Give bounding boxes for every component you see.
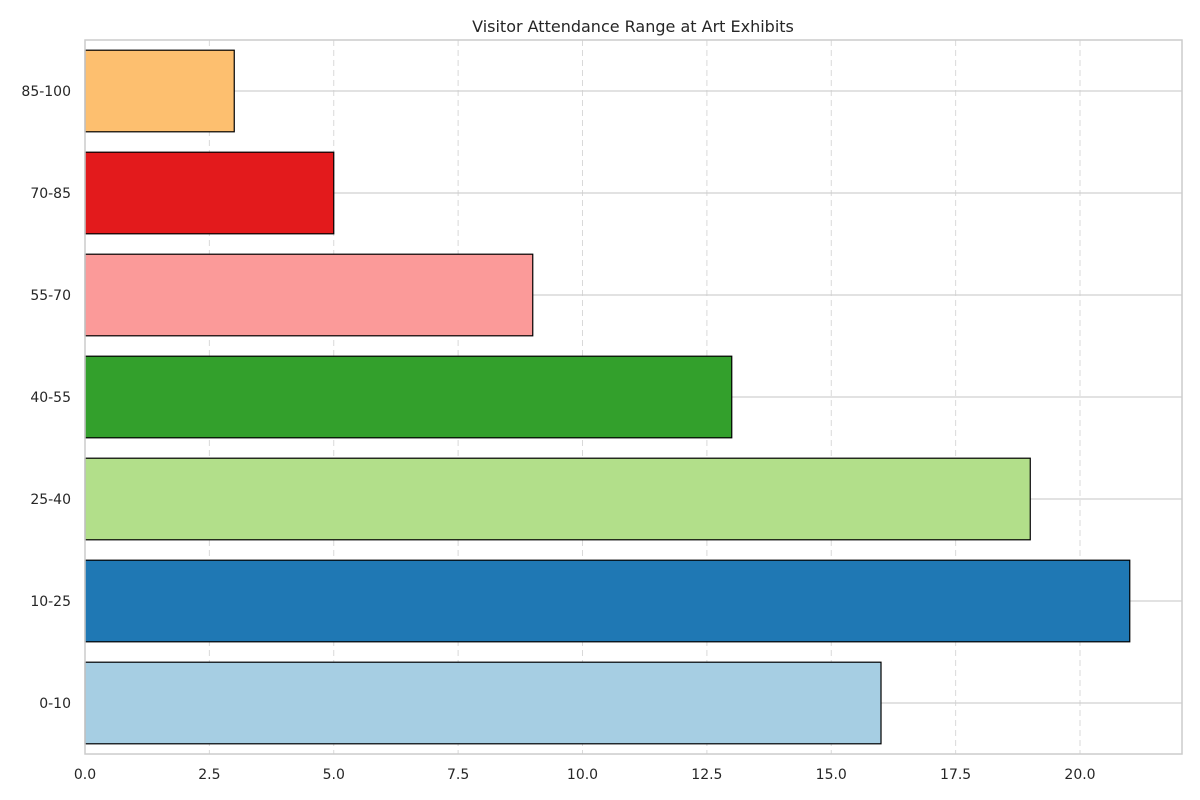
tick-labels: 0.0 2.5 5.0 7.5 10.0 12.5 15.0 17.5 20.0 0-10 10-2… [21, 84, 1095, 783]
x-tick-label: 7.5 [447, 767, 469, 783]
y-tick-label: 25-40 [30, 492, 71, 508]
x-tick-label: 2.5 [198, 767, 220, 783]
x-tick-label: 0.0 [74, 767, 96, 783]
bar-10-25 [84, 559, 1131, 643]
bars [84, 49, 1131, 745]
bar-40-55 [84, 355, 733, 439]
y-tick-label: 70-85 [30, 186, 71, 202]
plot-frame [84, 39, 1183, 755]
x-tick-label: 10.0 [567, 767, 598, 783]
bar-85-100 [84, 49, 235, 133]
bar-55-70 [84, 253, 534, 337]
bar-25-40 [84, 457, 1031, 541]
x-tick-label: 20.0 [1064, 767, 1095, 783]
y-tick-label: 55-70 [30, 288, 71, 304]
x-tick-label: 5.0 [323, 767, 345, 783]
y-tick-label: 85-100 [21, 84, 71, 100]
x-tick-label: 12.5 [691, 767, 722, 783]
bar-0-10 [84, 661, 882, 745]
bar-70-85 [84, 151, 335, 235]
x-tick-label: 17.5 [940, 767, 971, 783]
y-tick-label: 40-55 [30, 390, 71, 406]
chart-title: Visitor Attendance Range at Art Exhibits [472, 17, 794, 36]
y-tick-label: 0-10 [39, 696, 71, 712]
y-tick-label: 10-25 [30, 594, 71, 610]
x-tick-label: 15.0 [816, 767, 847, 783]
